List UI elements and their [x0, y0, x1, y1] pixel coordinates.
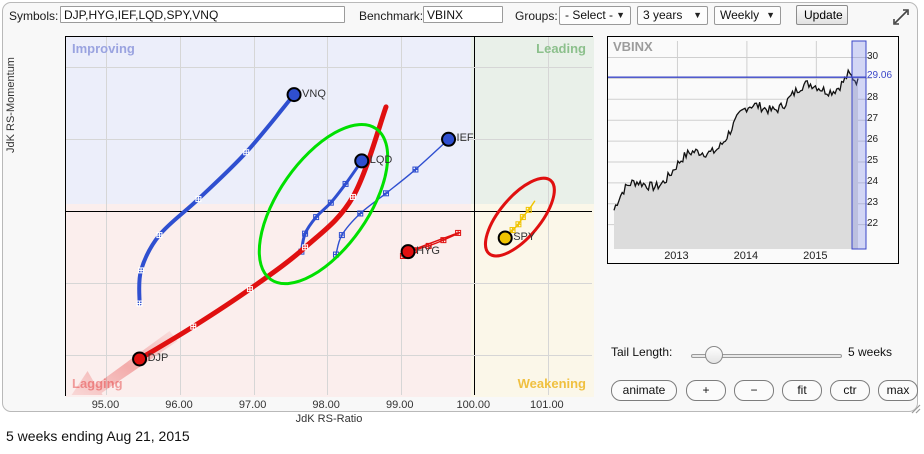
mini-x-tick-label: 2015: [803, 250, 828, 262]
quadrant-label-improving: Improving: [72, 41, 135, 56]
expand-diagonal-icon[interactable]: [891, 7, 911, 27]
tail-length-value: 5 weeks: [848, 345, 893, 359]
symbol-label-vnq: VNQ: [302, 87, 326, 100]
mini-current-band: [851, 40, 867, 250]
grid-line-horizontal: [66, 283, 592, 285]
symbol-label-djp: DJP: [147, 351, 169, 364]
mini-area-fill: [614, 70, 858, 249]
marker-spy[interactable]: [497, 230, 513, 246]
mini-y-tick-label: 26: [867, 134, 879, 146]
x-axis-center-line: [474, 37, 476, 395]
highlight-ellipse-0: [257, 123, 390, 286]
quadrant-label-leading: Leading: [536, 41, 586, 56]
main-panel: Symbols: Benchmark: Groups: - Select - ▼…: [2, 2, 918, 425]
grid-line-vertical: [327, 37, 329, 395]
zoom-in-button[interactable]: +: [686, 380, 726, 401]
grid-line-horizontal: [66, 67, 592, 69]
status-text: 5 weeks ending Aug 21, 2015: [6, 428, 190, 444]
marker-hyg[interactable]: [400, 244, 416, 260]
benchmark-label: Benchmark:: [359, 9, 424, 23]
mini-y-tick-label: 22: [867, 217, 879, 229]
x-axis-title: JdK RS-Ratio: [295, 413, 363, 425]
toolbar: Symbols: Benchmark: Groups: - Select - ▼…: [3, 3, 917, 30]
relative-rotation-graph[interactable]: Improving Leading Lagging Weakening VNQ L…: [65, 36, 594, 397]
center-button[interactable]: ctr: [830, 380, 870, 401]
symbols-input[interactable]: [60, 6, 345, 23]
tail-length-label: Tail Length:: [611, 345, 673, 359]
benchmark-mini-chart[interactable]: VBINX: [607, 36, 899, 264]
x-tick-label: 96.00: [165, 399, 193, 411]
symbol-label-ief: IEF: [456, 132, 474, 145]
resize-grip-icon[interactable]: [909, 402, 921, 414]
marker-djp[interactable]: [132, 351, 148, 367]
marker-ief[interactable]: [441, 131, 457, 147]
mini-chart-svg: [608, 40, 872, 250]
period-select-value: 3 years: [643, 8, 683, 22]
quadrant-label-weakening: Weakening: [517, 376, 586, 391]
chevron-down-icon: ▼: [693, 10, 702, 20]
x-tick-label: 95.00: [91, 399, 120, 411]
frequency-select-value: Weekly: [720, 8, 760, 22]
tail-ief: [332, 138, 450, 258]
frequency-select[interactable]: Weekly ▼: [714, 6, 781, 25]
symbol-label-lqd: LQD: [369, 153, 393, 166]
grid-line-horizontal: [66, 139, 592, 141]
mini-y-tick-label: 23: [867, 196, 879, 208]
quadrant-weakening: [471, 204, 594, 397]
groups-select[interactable]: - Select - ▼: [559, 6, 631, 25]
mini-current-value-label: 29.06: [867, 70, 893, 82]
x-tick-label: 97.00: [238, 399, 267, 411]
x-tick-label: 98.00: [312, 399, 340, 411]
benchmark-input[interactable]: [423, 6, 503, 23]
djp-trend-arrow: [71, 330, 178, 395]
update-button[interactable]: Update: [796, 5, 848, 25]
y-axis-center-line: [66, 211, 592, 213]
marker-lqd[interactable]: [354, 153, 370, 169]
period-select[interactable]: 3 years ▼: [637, 6, 708, 25]
zoom-out-button[interactable]: −: [734, 380, 774, 401]
rrg-plot-svg: [71, 87, 556, 395]
groups-label: Groups:: [515, 9, 558, 23]
marker-vnq[interactable]: [286, 87, 302, 103]
symbol-label-spy: SPY: [513, 230, 536, 243]
symbols-label: Symbols:: [9, 9, 59, 23]
quadrant-leading: [471, 37, 594, 204]
groups-select-value: - Select -: [565, 8, 614, 22]
highlight-ellipse-1: [484, 176, 556, 258]
grid-line-vertical: [253, 37, 255, 395]
tail-length-slider-knob[interactable]: [705, 346, 723, 364]
chevron-down-icon: ▼: [766, 10, 775, 20]
mini-x-tick-label: 2014: [733, 250, 759, 262]
tail-vnq: [136, 92, 297, 307]
grid-line-vertical: [106, 37, 108, 395]
x-tick-label: 99.00: [385, 399, 414, 411]
tail-spy: [502, 200, 536, 241]
mini-y-tick-label: 28: [867, 92, 879, 104]
animate-button[interactable]: animate: [611, 380, 677, 401]
tail-length-slider[interactable]: [691, 354, 842, 358]
grid-line-horizontal: [66, 355, 592, 357]
y-axis-title: JdK RS-Momentum: [5, 57, 17, 153]
x-tick-label: 101.00: [530, 399, 564, 411]
x-tick-label: 100.00: [456, 399, 491, 411]
mini-y-tick-label: 30: [867, 50, 879, 62]
fit-button[interactable]: fit: [782, 380, 822, 401]
symbol-label-hyg: HYG: [416, 244, 440, 257]
grid-line-vertical: [547, 37, 549, 395]
mini-y-tick-label: 25: [867, 154, 879, 166]
quadrant-improving: [66, 37, 471, 204]
mini-chart-title: VBINX: [613, 39, 653, 54]
mini-y-tick-label: 24: [867, 175, 879, 187]
chevron-down-icon: ▼: [616, 10, 625, 20]
max-button[interactable]: max: [878, 380, 918, 401]
grid-line-vertical: [400, 37, 402, 395]
mini-y-tick-label: 27: [867, 113, 879, 125]
mini-price-line: [613, 68, 859, 211]
mini-x-tick-label: 2013: [664, 250, 689, 262]
